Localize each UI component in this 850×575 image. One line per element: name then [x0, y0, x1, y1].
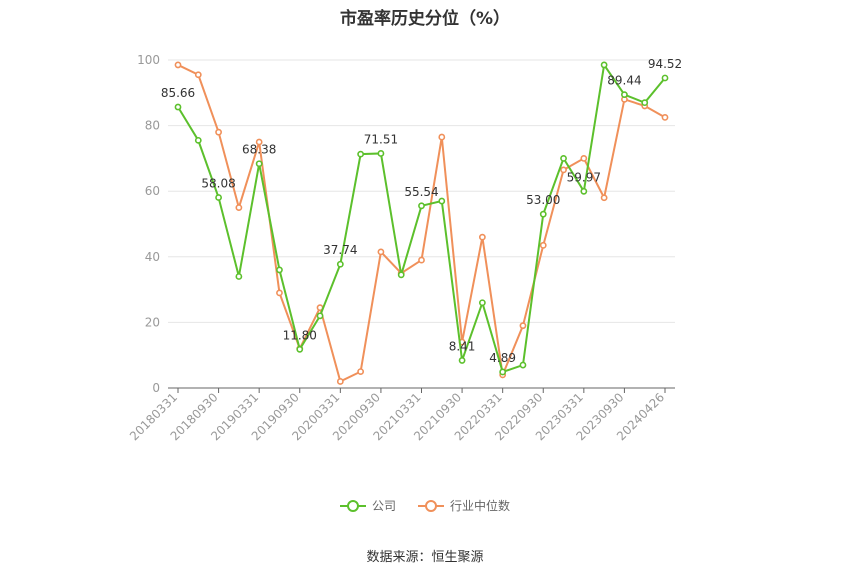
data-label: 53.00: [526, 193, 560, 207]
data-point: [560, 154, 567, 162]
data-label: 59.97: [567, 170, 601, 184]
data-point: [661, 114, 669, 121]
series-layer: [174, 61, 669, 385]
data-point: [377, 248, 385, 256]
data-point: [276, 266, 283, 274]
legend-item[interactable]: 行业中位数: [418, 497, 510, 514]
legend-swatch-icon: [418, 499, 444, 513]
data-point: [215, 128, 222, 136]
data-point: [174, 103, 182, 111]
data-label: 55.54: [404, 185, 438, 199]
data-point: [235, 273, 243, 280]
data-point: [661, 74, 669, 82]
data-point: [600, 194, 608, 202]
chart-title: 市盈率历史分位（%）: [339, 9, 511, 29]
data-point: [336, 260, 344, 268]
y-tick-label: 60: [145, 184, 160, 198]
data-point: [539, 241, 547, 249]
data-label-layer: 85.66 58.08 68.38 11.80 37.74 71.51 55.54 8.41 4…: [161, 57, 682, 365]
data-point: [418, 202, 425, 210]
data-point: [641, 99, 649, 107]
data-point: [418, 256, 425, 264]
data-point: [357, 368, 365, 375]
data-point: [377, 150, 385, 157]
series-line: [177, 62, 666, 374]
data-point: [458, 357, 466, 364]
data-point: [438, 197, 446, 205]
legend-item[interactable]: 公司: [339, 497, 396, 514]
axis-layer: 0204060801002018033120180930201903312019…: [127, 53, 675, 443]
legend-swatch-icon: [339, 499, 366, 513]
data-point: [215, 194, 222, 201]
data-label: 58.08: [201, 176, 235, 190]
y-tick-label: 20: [145, 315, 160, 329]
data-point: [316, 312, 324, 320]
data-point: [194, 136, 202, 144]
data-point: [397, 271, 405, 279]
data-point: [580, 154, 588, 162]
data-point: [519, 361, 527, 369]
data-point: [519, 322, 527, 330]
data-label: 68.38: [242, 143, 276, 157]
data-point: [276, 289, 283, 297]
data-label: 85.66: [161, 86, 195, 100]
legend-label: 行业中位数: [450, 499, 511, 513]
data-point: [478, 299, 486, 307]
data-point: [478, 233, 486, 241]
data-point: [600, 61, 608, 69]
data-point: [255, 160, 263, 168]
data-label: 11.80: [283, 328, 317, 342]
series-line: [177, 64, 666, 383]
y-tick-label: 80: [145, 119, 160, 133]
data-source-note: 数据来源：恒生聚源: [366, 550, 484, 565]
data-label: 37.74: [323, 243, 357, 257]
legend: 公司 行业中位数: [0, 497, 850, 514]
y-tick-label: 40: [145, 250, 160, 264]
data-point: [296, 345, 304, 353]
data-label: 71.51: [364, 132, 398, 146]
data-label: 94.52: [648, 57, 682, 71]
legend-label: 公司: [371, 499, 396, 513]
data-point: [621, 91, 628, 99]
data-point: [336, 378, 344, 385]
data-point: [235, 204, 243, 211]
data-point: [438, 133, 446, 141]
data-point: [499, 368, 507, 376]
data-label: 8.41: [449, 339, 476, 353]
y-tick-label: 0: [152, 381, 160, 395]
data-point: [580, 187, 588, 195]
data-point: [539, 210, 547, 218]
data-point: [357, 150, 365, 158]
data-point: [255, 138, 263, 146]
data-point: [560, 166, 567, 174]
data-point: [174, 61, 182, 69]
data-point: [194, 71, 202, 79]
data-label: 89.44: [607, 74, 641, 88]
y-tick-label: 100: [137, 53, 160, 67]
data-label: 4.89: [489, 351, 516, 365]
